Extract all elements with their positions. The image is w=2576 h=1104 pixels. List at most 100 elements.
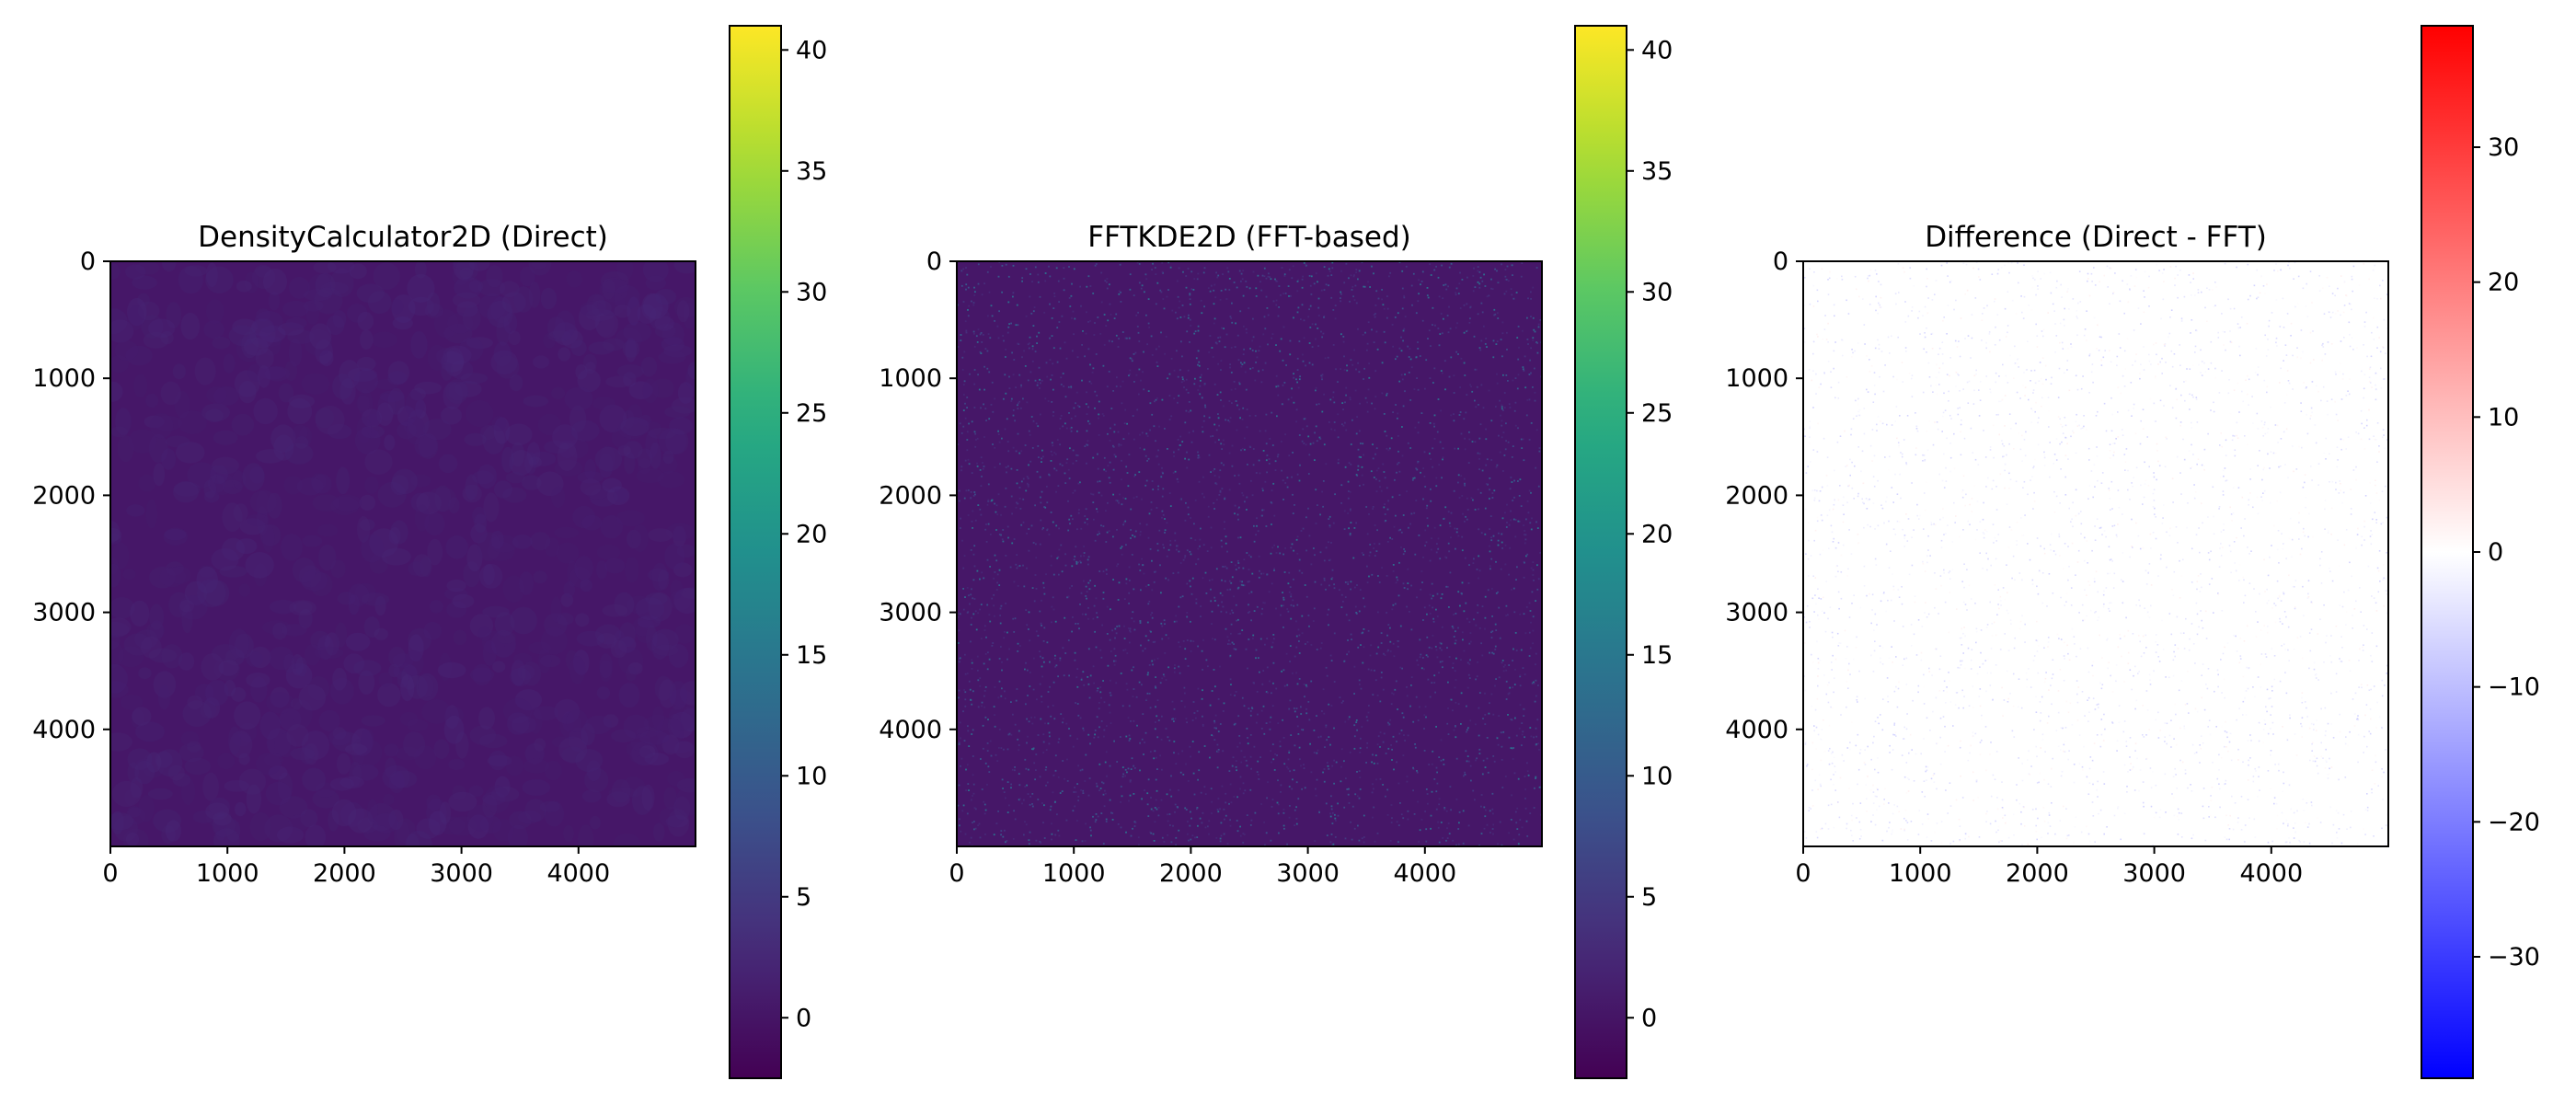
density-blob [540, 287, 558, 310]
density-point [1218, 494, 1221, 496]
density-point [1328, 270, 1331, 272]
density-point [1534, 399, 1536, 402]
density-blob [672, 713, 696, 731]
density-blob [483, 563, 495, 586]
density-point [1230, 372, 1233, 374]
density-point [1186, 612, 1189, 614]
density-point [1092, 665, 1095, 668]
density-point [1533, 328, 1535, 331]
density-point [1348, 277, 1350, 280]
density-blob [328, 809, 339, 832]
density-point [1114, 455, 1117, 458]
density-point [1366, 565, 1368, 568]
density-blob [496, 355, 520, 379]
density-blob [444, 347, 465, 377]
density-point [983, 282, 985, 285]
density-point [1160, 476, 1163, 478]
density-point [1259, 345, 1261, 348]
density-point [1521, 733, 1524, 736]
density-blob [213, 828, 240, 846]
density-point [1220, 369, 1222, 371]
density-point [1530, 316, 1532, 317]
density-point [1147, 639, 1150, 641]
density-point [1386, 634, 1388, 637]
density-point [1534, 787, 1535, 789]
density-point [967, 489, 970, 491]
density-blob [550, 486, 566, 509]
density-blob [467, 814, 489, 839]
density-point [1407, 568, 1409, 570]
density-blob [448, 816, 477, 836]
density-point [1018, 565, 1021, 567]
density-point [1323, 559, 1326, 562]
density-point [1342, 336, 1345, 338]
density-blob [164, 528, 187, 541]
density-point [1359, 485, 1361, 487]
density-point [1056, 361, 1059, 363]
density-point [1493, 308, 1496, 311]
density-point [1025, 661, 1027, 664]
density-point [1031, 748, 1033, 751]
density-point [1474, 368, 1477, 371]
density-point [1239, 536, 1242, 539]
density-point [1039, 295, 1041, 298]
density-blob [448, 497, 460, 514]
density-point [1522, 730, 1524, 733]
density-point [1184, 706, 1186, 708]
density-point [1250, 479, 1252, 482]
density-point [1152, 489, 1155, 490]
density-point [1016, 469, 1018, 471]
density-point [1515, 650, 1518, 651]
density-blob [433, 739, 450, 760]
density-point [1385, 520, 1387, 522]
density-point [1456, 322, 1458, 325]
density-point [1151, 480, 1154, 482]
density-point [1064, 341, 1066, 344]
density-point [989, 500, 992, 502]
density-point [1442, 458, 1443, 461]
density-blob [269, 646, 294, 671]
density-point [1132, 611, 1134, 614]
density-point [1314, 840, 1317, 842]
density-point [1181, 305, 1184, 306]
density-point [1075, 402, 1076, 405]
density-point [1461, 581, 1464, 584]
density-point [1242, 270, 1245, 272]
density-point [1382, 688, 1385, 691]
density-point [1233, 282, 1236, 283]
density-point [1317, 281, 1318, 283]
density-point [1446, 827, 1448, 830]
density-point [1149, 548, 1152, 550]
density-point [1197, 451, 1199, 454]
density-point [1329, 841, 1332, 844]
density-point [1490, 558, 1493, 560]
density-point [1082, 727, 1085, 730]
density-point [1059, 657, 1062, 660]
density-point [1133, 381, 1135, 383]
density-point [1396, 741, 1397, 742]
density-blob [110, 533, 122, 545]
density-point [1468, 438, 1471, 441]
density-point [1240, 365, 1243, 368]
density-point [1490, 536, 1492, 539]
density-point [1024, 786, 1027, 788]
density-point [1115, 334, 1118, 337]
density-point [1408, 526, 1409, 529]
density-point [1072, 491, 1075, 494]
density-point [1065, 357, 1068, 360]
density-point [1381, 392, 1384, 395]
density-point [1478, 734, 1480, 737]
density-point [1139, 433, 1141, 436]
density-point [1207, 505, 1210, 508]
density-point [1484, 533, 1487, 535]
density-point [1075, 562, 1078, 565]
density-point [1158, 345, 1160, 348]
density-blob [390, 299, 404, 315]
density-point [1413, 477, 1416, 479]
density-point [1356, 475, 1359, 477]
density-point [1128, 454, 1131, 455]
density-point [1066, 780, 1069, 782]
density-point [1511, 719, 1513, 721]
density-point [1397, 640, 1399, 642]
density-point [1464, 520, 1466, 523]
